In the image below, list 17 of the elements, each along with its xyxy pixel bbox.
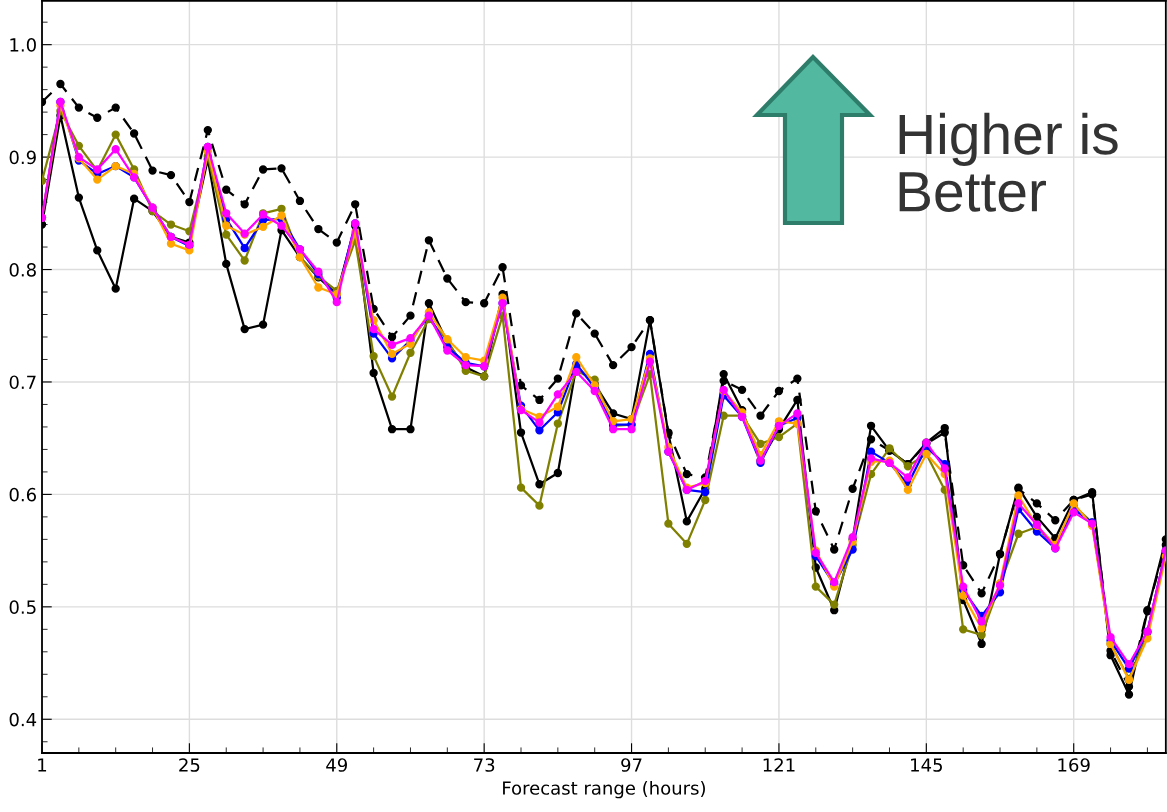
y-tick-label: 0.8 xyxy=(9,262,36,277)
x-tick-label: 1 xyxy=(38,758,47,772)
x-tick-label: 169 xyxy=(1058,758,1090,772)
y-tick-label: 0.9 xyxy=(9,150,36,165)
y-tick-label: 0.4 xyxy=(9,712,37,727)
y-tick-label: 0.7 xyxy=(9,375,36,390)
x-tick-label: 49 xyxy=(326,758,347,772)
x-axis-title: Forecast range (hours) xyxy=(503,780,705,799)
annotation: Higher is Better xyxy=(899,112,1118,212)
x-tick-label: 121 xyxy=(763,758,795,772)
y-tick-label: 0.5 xyxy=(9,600,36,614)
y-tick-label: 0.6 xyxy=(9,487,36,502)
x-tick-label: 73 xyxy=(474,758,495,772)
x-tick-label: 97 xyxy=(621,758,642,772)
y-tick-label: 1.0 xyxy=(10,38,36,52)
x-tick-label: 145 xyxy=(911,758,942,772)
x-tick-label: 25 xyxy=(179,758,200,772)
